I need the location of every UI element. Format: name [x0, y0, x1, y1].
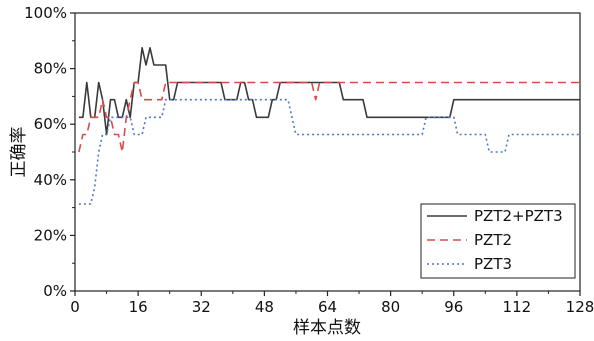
x-tick-label: 64 — [318, 298, 337, 316]
y-tick-label: 80% — [34, 60, 67, 78]
legend-label-1: PZT2+PZT3 — [474, 207, 563, 225]
legend: PZT2+PZT3 PZT2 PZT3 — [420, 203, 576, 279]
y-axis-title: 正确率 — [9, 127, 29, 178]
ticks-layer: 0 16 32 48 64 80 96 112 128 0% 20% 40% 60% 80% 100% — [24, 4, 594, 316]
x-tick-label: 48 — [255, 298, 274, 316]
x-tick-label: 112 — [503, 298, 532, 316]
x-tick-label: 96 — [444, 298, 463, 316]
series-layer — [78, 46, 580, 205]
y-tick-label: 60% — [34, 115, 67, 133]
series-line-2 — [78, 81, 580, 153]
x-tick-label: 128 — [566, 298, 594, 316]
x-tick-label: 32 — [192, 298, 211, 316]
x-tick-label: 80 — [381, 298, 400, 316]
legend-label-3: PZT3 — [474, 255, 512, 273]
series-line-3 — [78, 98, 580, 205]
series-line-1 — [78, 46, 580, 136]
y-tick-label: 100% — [24, 4, 67, 22]
legend-label-2: PZT2 — [474, 231, 512, 249]
y-tick-label: 0% — [43, 282, 67, 300]
x-axis-title: 样本点数 — [293, 318, 361, 338]
y-tick-label: 40% — [34, 171, 67, 189]
y-tick-label: 20% — [34, 226, 67, 244]
x-tick-label: 0 — [70, 298, 80, 316]
x-tick-label: 16 — [129, 298, 148, 316]
